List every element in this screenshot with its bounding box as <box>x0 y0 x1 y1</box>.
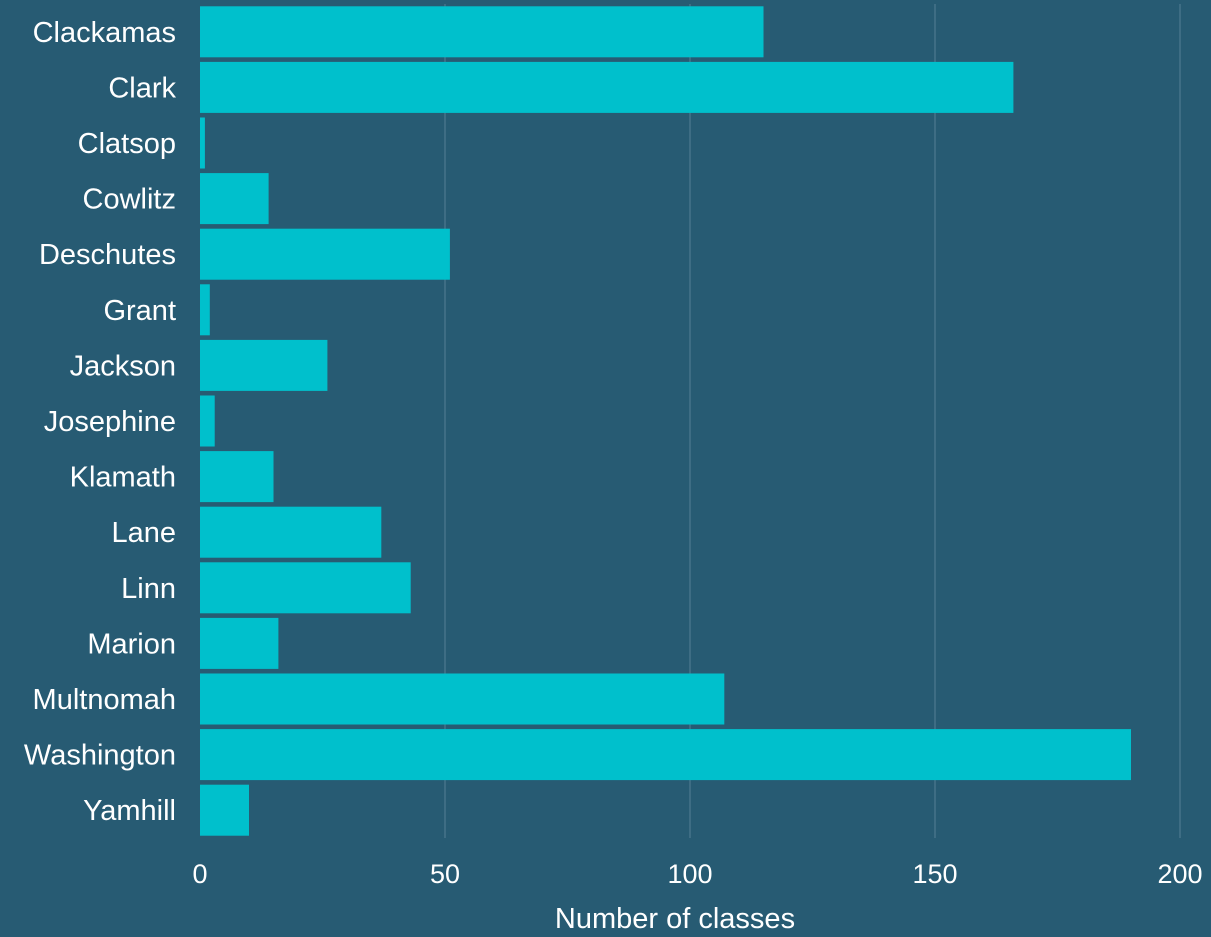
bar-deschutes <box>200 228 450 280</box>
x-tick-labels: 0 50 100 150 200 <box>192 859 1202 889</box>
bars <box>200 6 1131 836</box>
category-label-grant: Grant <box>103 295 176 327</box>
x-tick-label: 150 <box>912 859 957 889</box>
bar-clark <box>200 61 1014 113</box>
bar-yamhill <box>200 784 249 836</box>
bar-jackson <box>200 339 328 391</box>
category-label-clackamas: Clackamas <box>33 17 176 49</box>
category-label-clark: Clark <box>108 72 176 104</box>
category-label-marion: Marion <box>87 628 176 660</box>
bar-clatsop <box>200 117 205 169</box>
category-label-lane: Lane <box>111 517 176 549</box>
x-tick-label: 0 <box>192 859 207 889</box>
x-tick-label: 200 <box>1157 859 1202 889</box>
category-label-multnomah: Multnomah <box>33 684 176 716</box>
bar-linn <box>200 562 411 614</box>
category-label-cowlitz: Cowlitz <box>83 184 176 216</box>
category-label-josephine: Josephine <box>44 406 176 438</box>
category-label-yamhill: Yamhill <box>83 795 176 827</box>
category-label-washington: Washington <box>24 740 176 772</box>
bar-washington <box>200 729 1131 781</box>
x-tick-label: 50 <box>430 859 460 889</box>
category-label-deschutes: Deschutes <box>39 239 176 271</box>
bar-josephine <box>200 395 215 447</box>
category-label-linn: Linn <box>121 573 176 605</box>
bar-klamath <box>200 451 274 503</box>
bar-cowlitz <box>200 173 269 225</box>
bar-clackamas <box>200 6 764 58</box>
category-label-klamath: Klamath <box>70 462 176 494</box>
bar-grant <box>200 284 210 336</box>
bar-lane <box>200 506 382 558</box>
x-axis-title: Number of classes <box>555 903 795 935</box>
bar-multnomah <box>200 673 725 725</box>
category-label-jackson: Jackson <box>70 350 176 382</box>
category-labels: Clackamas Clark Clatsop Cowlitz Deschutes Gra… <box>24 17 177 827</box>
x-tick-label: 100 <box>667 859 712 889</box>
bar-marion <box>200 617 279 669</box>
category-label-clatsop: Clatsop <box>78 128 176 160</box>
